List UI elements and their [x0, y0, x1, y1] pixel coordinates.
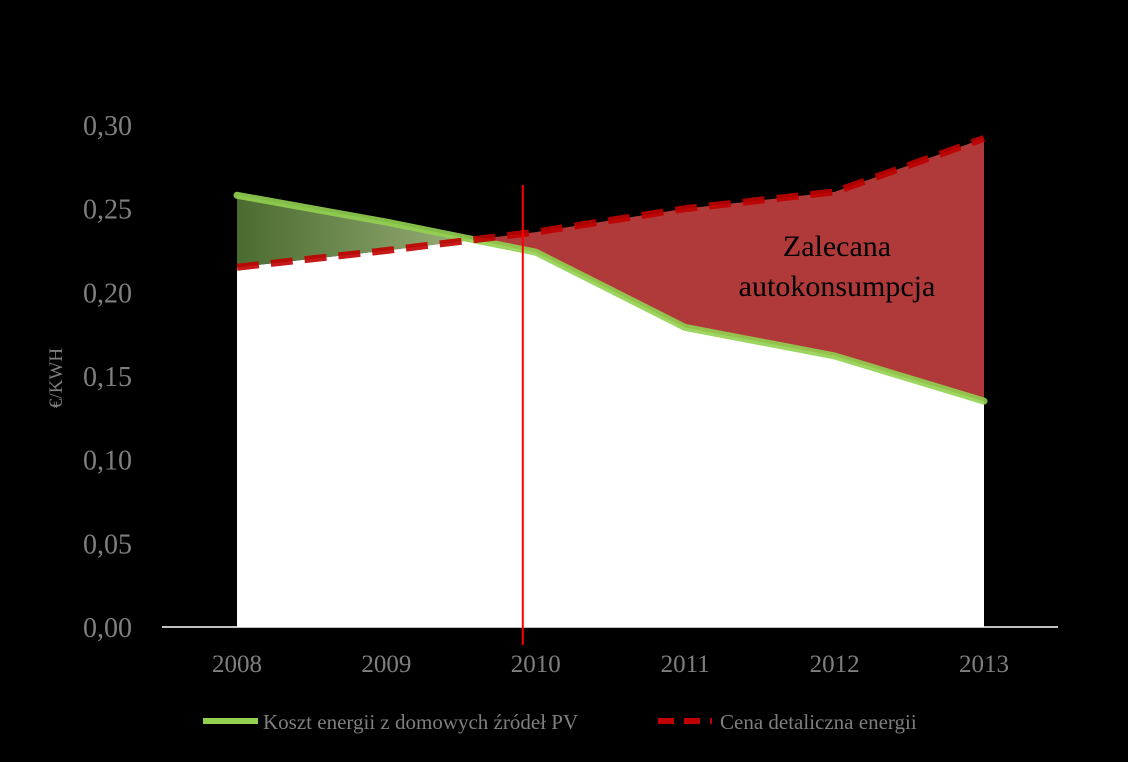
x-tick-label: 2012	[810, 651, 860, 678]
base-area	[237, 239, 984, 627]
y-tick-label: 0,25	[83, 195, 132, 226]
legend-label-retail: Cena detaliczna energii	[720, 710, 917, 734]
annotation-label: Zalecana autokonsumpcja	[739, 230, 936, 303]
x-tick-label: 2011	[661, 651, 710, 678]
annotation-line: Zalecana	[783, 230, 891, 263]
y-tick-label: 0,05	[83, 529, 132, 560]
x-tick-label: 2010	[511, 651, 561, 678]
legend-label-pv: Koszt energii z domowych źródeł PV	[263, 710, 578, 734]
annotation-line: autokonsumpcja	[739, 270, 936, 303]
series-line-retail	[236, 135, 986, 271]
chart-areas	[237, 138, 984, 627]
y-tick-label: 0,00	[83, 613, 132, 644]
y-tick-label: 0,15	[83, 362, 132, 393]
self-consumption-area	[473, 138, 984, 402]
y-tick-label: 0,20	[83, 278, 132, 309]
y-tick-label: 0,10	[83, 446, 132, 477]
legend: Koszt energii z domowych źródeł PV Cena d…	[203, 710, 917, 734]
pv-advantage-area	[237, 195, 474, 268]
chart-axes: 0,00 0,05 0,10 0,15 0,20 0,25 0,30 2008 2009 2010…	[83, 111, 1058, 678]
x-tick-label: 2009	[361, 651, 411, 678]
x-tick-label: 2013	[959, 651, 1009, 678]
y-tick-label: 0,30	[83, 111, 132, 142]
chart-series-lines	[233, 135, 988, 405]
y-axis-label: €/KWH	[46, 348, 67, 408]
x-tick-label: 2008	[212, 651, 262, 678]
series-line-pv	[233, 191, 988, 405]
